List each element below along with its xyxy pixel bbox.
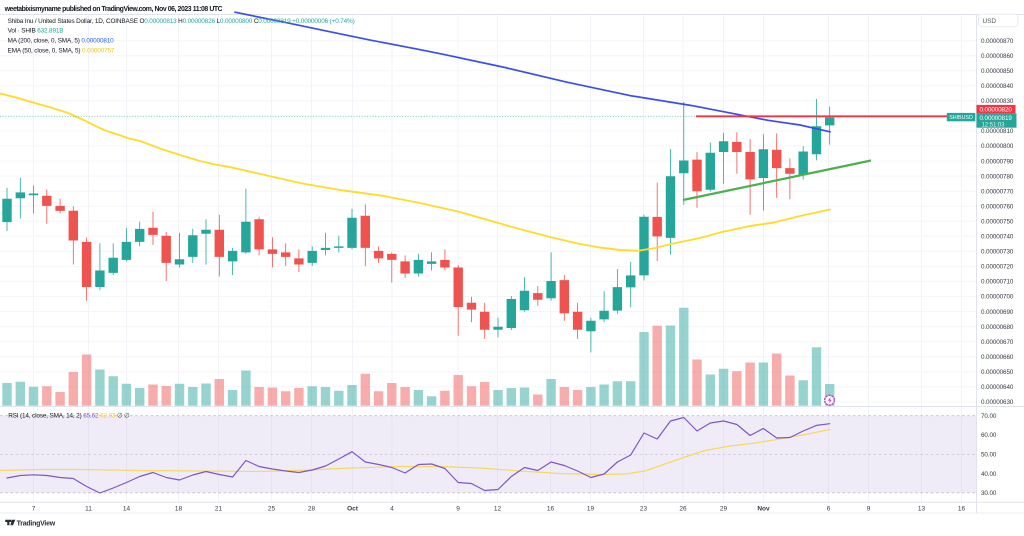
svg-text:23: 23 bbox=[640, 506, 648, 513]
svg-text:12: 12 bbox=[494, 506, 502, 513]
svg-text:60.00: 60.00 bbox=[981, 432, 997, 439]
svg-text:Vol · SHIB 632.891B: Vol · SHIB 632.891B bbox=[8, 28, 64, 35]
svg-text:0.00000710: 0.00000710 bbox=[981, 279, 1014, 286]
svg-text:6: 6 bbox=[827, 506, 831, 513]
svg-text:70.00: 70.00 bbox=[981, 413, 997, 420]
svg-text:Oct: Oct bbox=[347, 506, 359, 513]
svg-text:0.00000819: 0.00000819 bbox=[980, 115, 1013, 122]
svg-text:7: 7 bbox=[32, 506, 36, 513]
svg-text:0.00000670: 0.00000670 bbox=[981, 339, 1014, 346]
svg-text:0.00000760: 0.00000760 bbox=[981, 203, 1014, 210]
svg-text:9: 9 bbox=[867, 506, 871, 513]
svg-text:0.00000730: 0.00000730 bbox=[981, 249, 1014, 256]
svg-text:0.00000860: 0.00000860 bbox=[981, 53, 1014, 60]
svg-text:0.00000740: 0.00000740 bbox=[981, 234, 1014, 241]
svg-text:0.00000840: 0.00000840 bbox=[981, 83, 1014, 90]
svg-text:11: 11 bbox=[85, 506, 92, 513]
svg-text:12:51:03: 12:51:03 bbox=[982, 122, 1006, 129]
svg-text:TradingView: TradingView bbox=[17, 520, 56, 527]
svg-text:weetabixismyname published on: weetabixismyname published on TradingVie… bbox=[4, 6, 223, 13]
svg-text:0.00000800: 0.00000800 bbox=[981, 143, 1014, 150]
svg-text:29: 29 bbox=[720, 506, 728, 513]
svg-text:9: 9 bbox=[456, 506, 460, 513]
svg-text:0.00000690: 0.00000690 bbox=[981, 309, 1014, 316]
svg-text:16: 16 bbox=[547, 506, 555, 513]
svg-text:MA (200, close, 0, SMA, 5) 0.0: MA (200, close, 0, SMA, 5) 0.00000810 bbox=[8, 38, 115, 45]
svg-text:0.00000820: 0.00000820 bbox=[980, 107, 1013, 114]
svg-text:16: 16 bbox=[958, 506, 966, 513]
svg-text:0.00000770: 0.00000770 bbox=[981, 188, 1014, 195]
svg-text:0.00000790: 0.00000790 bbox=[981, 158, 1014, 165]
svg-text:0.00000810: 0.00000810 bbox=[981, 128, 1014, 135]
svg-text:26: 26 bbox=[679, 506, 687, 513]
svg-text:4: 4 bbox=[390, 506, 394, 513]
svg-text:28: 28 bbox=[308, 506, 316, 513]
svg-text:0.00000630: 0.00000630 bbox=[981, 399, 1014, 406]
svg-text:13: 13 bbox=[918, 506, 926, 513]
svg-text:0.00000700: 0.00000700 bbox=[981, 294, 1014, 301]
svg-text:0.00000850: 0.00000850 bbox=[981, 68, 1014, 75]
svg-text:0.00000830: 0.00000830 bbox=[981, 98, 1014, 105]
svg-text:40.00: 40.00 bbox=[981, 471, 997, 478]
svg-text:RSI (14, close, SMA, 14, 2) 65: RSI (14, close, SMA, 14, 2) 65.62 62.93 … bbox=[8, 413, 129, 420]
svg-text:0.00000720: 0.00000720 bbox=[981, 264, 1014, 271]
svg-text:25: 25 bbox=[268, 506, 276, 513]
svg-text:0.00000870: 0.00000870 bbox=[981, 38, 1014, 45]
svg-text:0.00000650: 0.00000650 bbox=[981, 369, 1014, 376]
svg-text:21: 21 bbox=[215, 506, 223, 513]
svg-text:SHIBUSD: SHIBUSD bbox=[949, 115, 973, 121]
svg-text:18: 18 bbox=[175, 506, 183, 513]
svg-text:19: 19 bbox=[587, 506, 595, 513]
svg-text:0.00000750: 0.00000750 bbox=[981, 218, 1014, 225]
svg-text:Shiba Inu / United States Doll: Shiba Inu / United States Dollar, 1D, CO… bbox=[8, 18, 355, 25]
svg-text:14: 14 bbox=[123, 506, 131, 513]
svg-text:0.00000640: 0.00000640 bbox=[981, 384, 1014, 391]
svg-text:30.00: 30.00 bbox=[981, 490, 997, 497]
svg-text:Nov: Nov bbox=[757, 506, 770, 513]
svg-text:0.00000660: 0.00000660 bbox=[981, 354, 1014, 361]
svg-text:EMA (50, close, 0, SMA, 5) 0.0: EMA (50, close, 0, SMA, 5) 0.00000757 bbox=[8, 47, 115, 54]
svg-text:0.00000780: 0.00000780 bbox=[981, 173, 1014, 180]
svg-text:0.00000680: 0.00000680 bbox=[981, 324, 1014, 331]
svg-text:USD: USD bbox=[983, 18, 997, 25]
svg-text:50.00: 50.00 bbox=[981, 452, 997, 459]
